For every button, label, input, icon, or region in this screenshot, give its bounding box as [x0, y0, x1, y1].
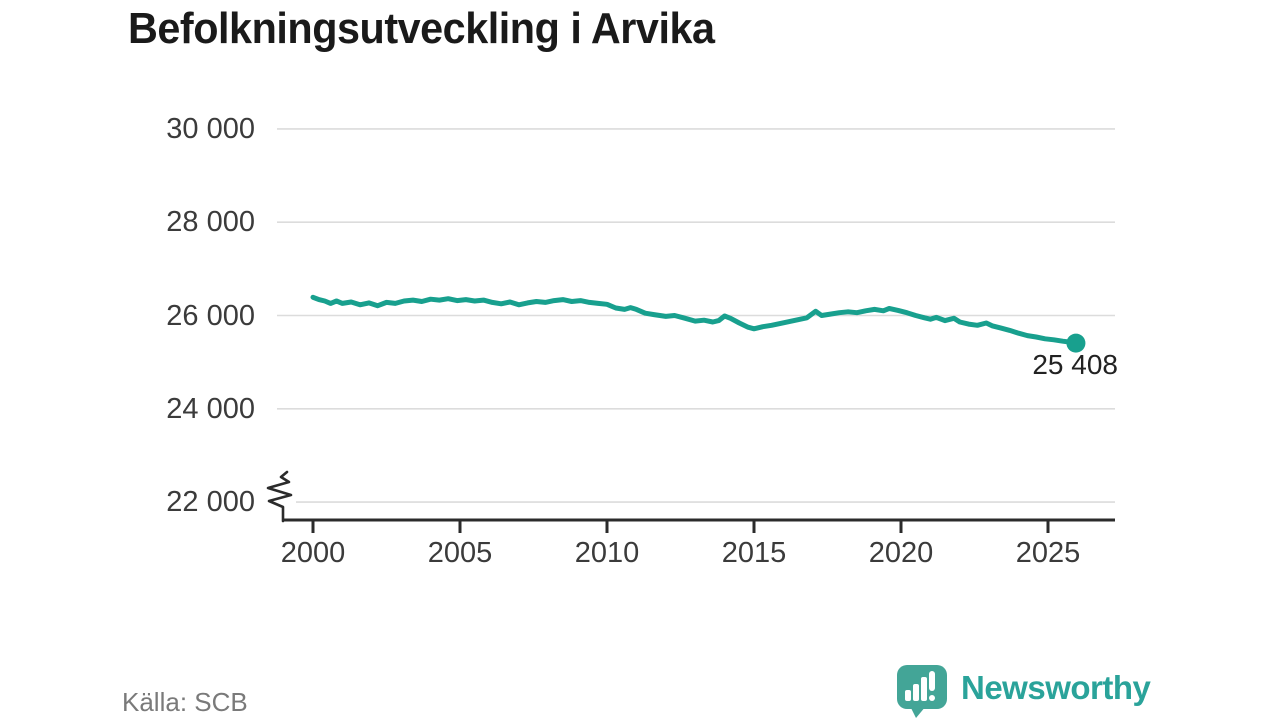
x-tick-label: 2005: [427, 537, 493, 569]
source-note: Källa: SCB: [122, 687, 248, 717]
y-tick-label: 28 000: [166, 206, 255, 239]
population-line: [310, 294, 1079, 346]
x-tick-label: 2010: [574, 537, 640, 569]
last-value-label: 25 408: [1032, 349, 1118, 380]
axis-break-icon: [266, 470, 293, 523]
page-title: Befolkningsutveckling i Arvika: [128, 4, 715, 53]
y-tick-label: 30 000: [166, 112, 255, 145]
newsworthy-wordmark: Newsworthy: [961, 669, 1151, 706]
y-tick-label: 24 000: [166, 392, 255, 425]
newsworthy-chart-bubble-icon: [897, 665, 947, 718]
x-tick-label: 2020: [868, 537, 934, 569]
y-tick-label: 26 000: [166, 299, 255, 332]
newsworthy-logo: Newsworthy: [896, 664, 1151, 718]
x-tick-label: 2015: [721, 537, 787, 569]
x-tick-label: 2000: [280, 537, 346, 569]
last-point-marker: [1066, 333, 1086, 353]
x-tick-label: 2025: [1015, 537, 1081, 569]
y-tick-label: 22 000: [166, 486, 255, 519]
